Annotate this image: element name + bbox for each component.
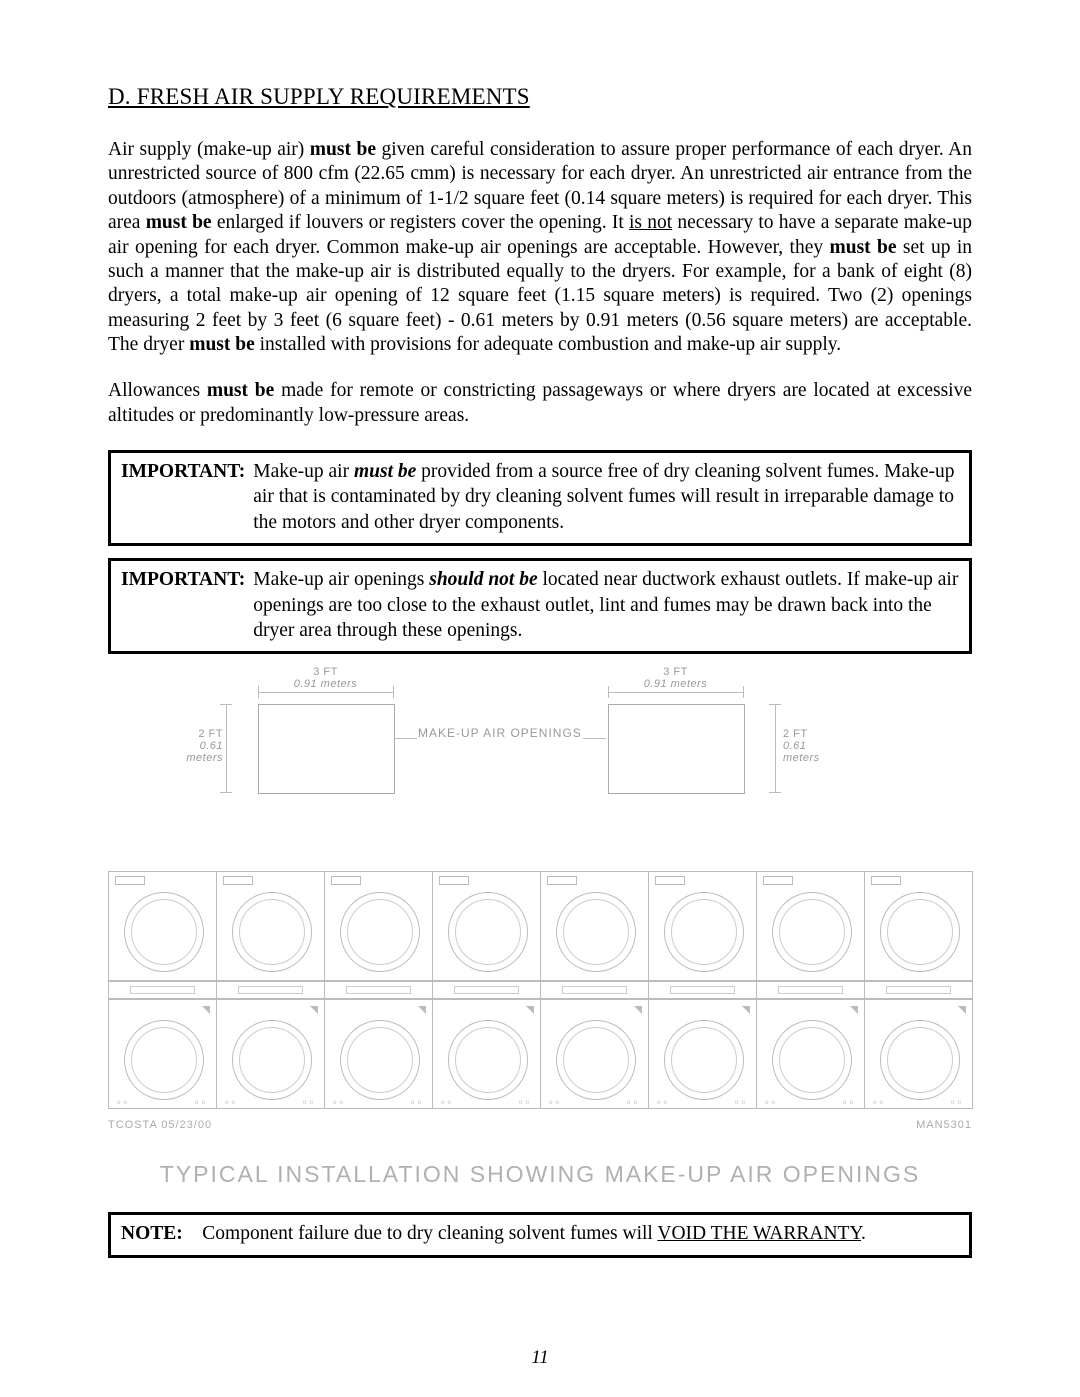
dryer [324, 871, 433, 981]
diagram-caption: TYPICAL INSTALLATION SHOWING MAKE-UP AIR… [108, 1161, 972, 1188]
paragraph-1: Air supply (make-up air) must be given c… [108, 138, 972, 357]
dim-ft: 2 FT [783, 728, 843, 740]
text: Allowances [108, 380, 207, 401]
important-box-2: IMPORTANT: Make-up air openings should n… [108, 558, 972, 654]
mid-label: MAKE-UP AIR OPENINGS [418, 726, 582, 740]
dryer: oooo [108, 999, 217, 1109]
coin-panel [540, 981, 649, 999]
text: Make-up air [253, 461, 354, 482]
text-bold: must be [830, 237, 897, 258]
text: . [861, 1223, 866, 1244]
dryer: oooo [432, 999, 541, 1109]
text-bold: must be [310, 139, 376, 160]
meta-left: TCOSTA 05/23/00 [108, 1119, 212, 1131]
text: Make-up air openings [253, 569, 429, 590]
dim-label-w: 3 FT 0.91 meters [258, 666, 393, 690]
openings-diagram: 3 FT 0.91 meters 2 FT 0.61 meters 3 FT 0… [108, 666, 972, 806]
dim-tick [220, 704, 232, 705]
coin-panel [216, 981, 325, 999]
box-body: Make-up air must be provided from a sour… [253, 459, 959, 535]
dim-tick [769, 704, 781, 705]
dim-ft: 3 FT [608, 666, 743, 678]
page: D. FRESH AIR SUPPLY REQUIREMENTS Air sup… [0, 0, 1080, 1397]
dim-m: 0.91 meters [608, 678, 743, 690]
box-body: Make-up air openings should not be locat… [253, 567, 959, 643]
dim-ft: 3 FT [258, 666, 393, 678]
text: enlarged if louvers or registers cover t… [212, 212, 629, 233]
dryer [432, 871, 541, 981]
dim-line-v [226, 704, 227, 792]
text: Air supply (make-up air) [108, 139, 310, 160]
coin-panel [756, 981, 865, 999]
coin-panel [864, 981, 973, 999]
coin-panel [648, 981, 757, 999]
important-box-1: IMPORTANT: Make-up air must be provided … [108, 450, 972, 546]
dryer [216, 871, 325, 981]
arrow-line [394, 738, 417, 739]
coin-panel [432, 981, 541, 999]
dryer: oooo [756, 999, 865, 1109]
text-underline: is not [629, 212, 672, 233]
dryer: oooo [648, 999, 757, 1109]
note-box: NOTE: Component failure due to dry clean… [108, 1212, 972, 1257]
arrow-line [583, 738, 606, 739]
dryer [108, 871, 217, 981]
page-number: 11 [0, 1347, 1080, 1369]
dim-tick [220, 792, 232, 793]
dryer: oooo [216, 999, 325, 1109]
dryer-row-bottom: oooo oooo oooo oooo oooo oooo oooo oooo [108, 999, 972, 1109]
dim-m: 0.61 meters [168, 740, 223, 764]
text: Component failure due to dry cleaning so… [202, 1223, 657, 1244]
text-bold: must be [146, 212, 212, 233]
text-bold-italic: should not be [429, 569, 537, 590]
coin-panel [108, 981, 217, 999]
box-label: IMPORTANT: [121, 459, 245, 535]
meta-right: MAN5301 [916, 1119, 972, 1131]
dim-label-h: 2 FT 0.61 meters [783, 728, 843, 764]
section-heading: D. FRESH AIR SUPPLY REQUIREMENTS [108, 84, 972, 110]
dim-line [608, 692, 743, 693]
text-bold: must be [207, 380, 274, 401]
dim-ft: 2 FT [168, 728, 223, 740]
dryer: oooo [864, 999, 973, 1109]
box-label: NOTE: [121, 1223, 183, 1244]
dim-tick [769, 792, 781, 793]
dryer: oooo [540, 999, 649, 1109]
dim-tick [743, 686, 744, 698]
dryer [648, 871, 757, 981]
dim-line-v [775, 704, 776, 792]
coin-row [108, 981, 972, 999]
text-bold: must be [189, 334, 255, 355]
dryer [756, 871, 865, 981]
opening-right [608, 704, 745, 794]
dim-tick [393, 686, 394, 698]
dim-m: 0.61 meters [783, 740, 843, 764]
dryer-row-top [108, 871, 972, 981]
paragraph-2: Allowances must be made for remote or co… [108, 379, 972, 428]
text: installed with provisions for adequate c… [255, 334, 841, 355]
dryer-bank-diagram: oooo oooo oooo oooo oooo oooo oooo oooo … [108, 871, 972, 1131]
dryer: oooo [324, 999, 433, 1109]
dim-label-w: 3 FT 0.91 meters [608, 666, 743, 690]
opening-left [258, 704, 395, 794]
diagram-meta: TCOSTA 05/23/00 MAN5301 [108, 1119, 972, 1131]
dim-line [258, 692, 393, 693]
dim-m: 0.91 meters [258, 678, 393, 690]
text-underline: VOID THE WARRANTY [657, 1223, 861, 1244]
dim-label-h: 2 FT 0.61 meters [168, 728, 223, 764]
text-bold-italic: must be [354, 461, 416, 482]
dryer [540, 871, 649, 981]
box-label: IMPORTANT: [121, 567, 245, 643]
dryer [864, 871, 973, 981]
coin-panel [324, 981, 433, 999]
